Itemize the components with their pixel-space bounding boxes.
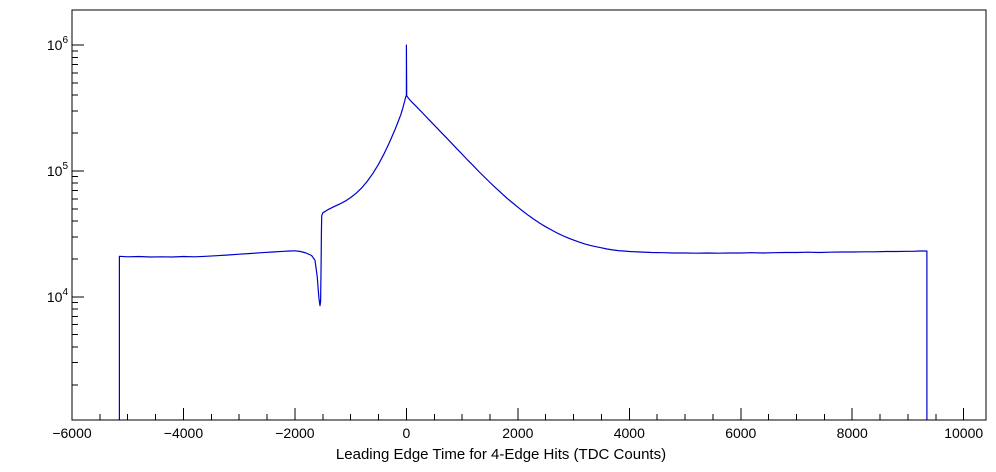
- x-tick-label: 10000: [944, 425, 983, 441]
- axis-tick-labels: −6000 −4000 −2000 0 2000 4000 6000 8000 10000 104…: [47, 35, 984, 441]
- histogram-line: [118, 44, 928, 420]
- plot-frame: [71, 9, 987, 421]
- x-tick-label: 2000: [502, 425, 533, 441]
- axis-ticks: [71, 44, 965, 420]
- y-tick-label: 104: [47, 287, 69, 305]
- x-tick-label: −6000: [52, 425, 92, 441]
- x-tick-label: 8000: [837, 425, 868, 441]
- x-tick-label: 6000: [725, 425, 756, 441]
- x-tick-label: 0: [402, 425, 410, 441]
- x-tick-label: −4000: [164, 425, 204, 441]
- x-tick-label: −2000: [275, 425, 315, 441]
- y-tick-label: 105: [47, 161, 69, 179]
- x-axis-title: Leading Edge Time for 4-Edge Hits (TDC C…: [336, 446, 666, 463]
- y-tick-label: 106: [47, 35, 69, 53]
- x-tick-label: 4000: [614, 425, 645, 441]
